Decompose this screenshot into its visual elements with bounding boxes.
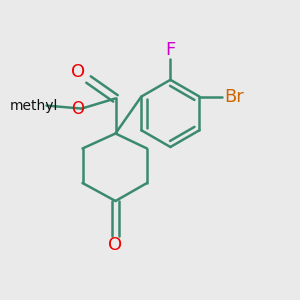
Text: O: O [70, 63, 85, 81]
Text: O: O [71, 100, 84, 118]
Text: Br: Br [225, 88, 244, 106]
Text: methyl: methyl [10, 99, 58, 112]
Text: F: F [165, 41, 176, 59]
Text: O: O [108, 236, 123, 253]
